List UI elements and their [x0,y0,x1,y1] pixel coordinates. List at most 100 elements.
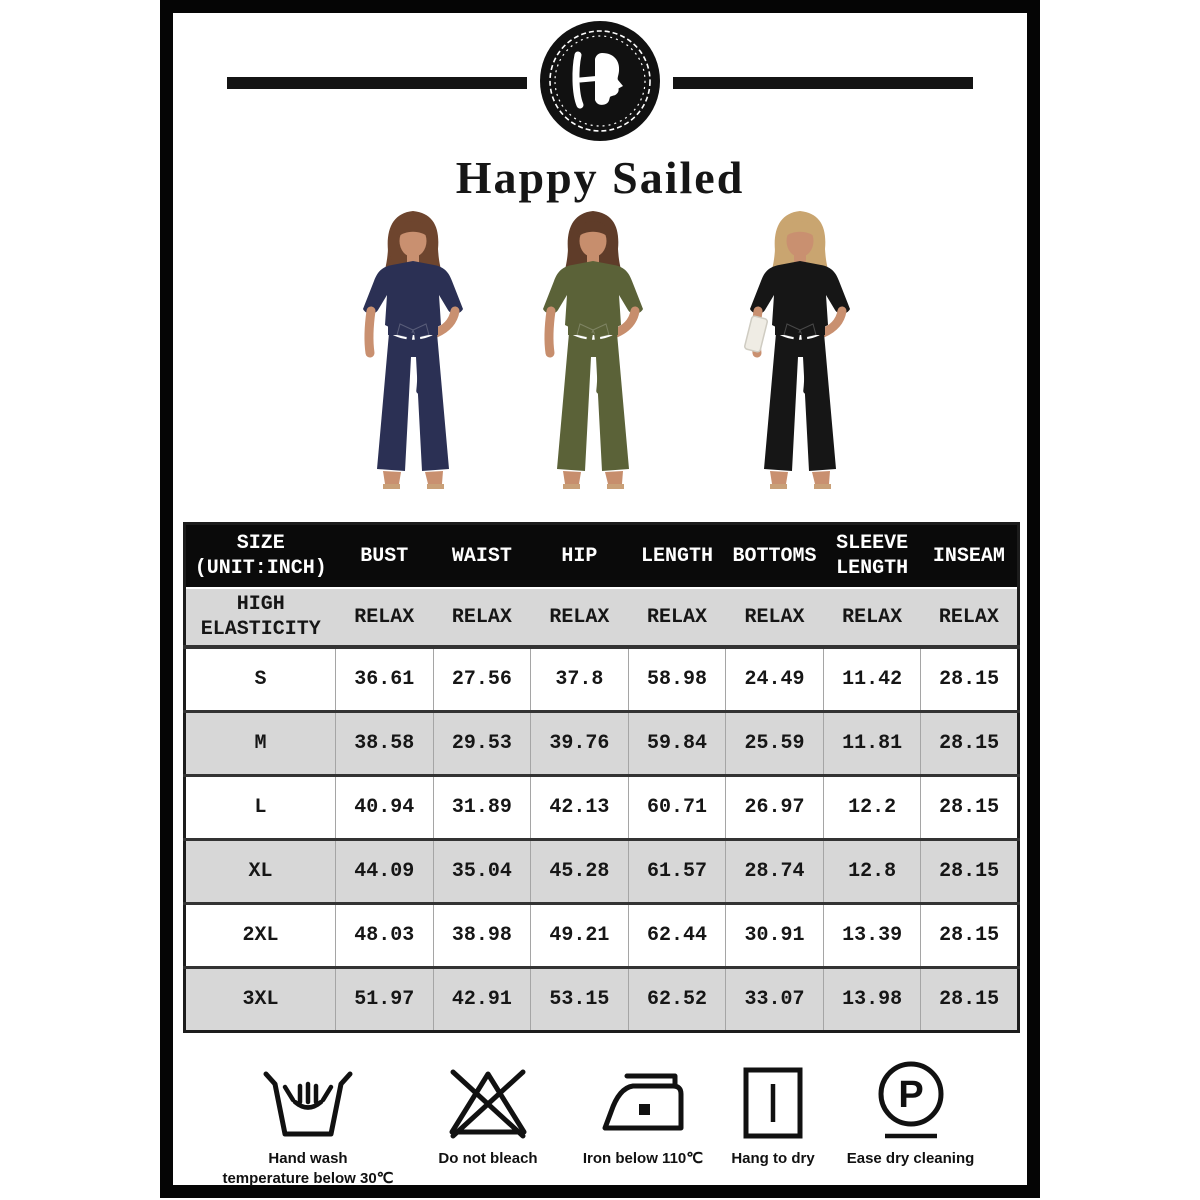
size-row-2XL: 2XL 48.03 38.98 49.21 62.44 30.91 13.39 28.15 [184,903,1019,969]
measurement-cell: 24.49 [725,647,824,713]
care-item-dry-clean: P Ease dry cleaning [818,1059,1003,1169]
measurement-cell: 39.76 [530,711,629,777]
elasticity-row: HIGH ELASTICITY RELAX RELAX RELAX RELAX RELAX… [184,588,1019,649]
column-header: INSEAM [920,523,1019,589]
do-not-bleach-icon [443,1059,533,1145]
size-label: L [184,775,336,841]
measurement-cell: 44.09 [335,839,434,905]
measurement-cell: 27.56 [433,647,532,713]
measurement-cell: 35.04 [433,839,532,905]
measurement-cell: 59.84 [628,711,727,777]
measurement-cell: 40.94 [335,775,434,841]
woman-profile-monogram-icon: H [538,19,660,141]
care-label: Do not bleach [438,1150,538,1167]
relax-cell: RELAX [335,588,434,649]
size-unit-header: SIZE (UNIT:INCH) [184,523,336,589]
size-row-S: S 36.61 27.56 37.8 58.98 24.49 11.42 28.15 [184,647,1019,713]
product-photo-jumpsuit-navy [331,205,495,495]
measurement-cell: 12.2 [823,775,922,841]
brand-logo: H [538,19,662,143]
size-chart-header: SIZE (UNIT:INCH) BUST WAIST HIP LENGTH BOTTOM… [184,523,1019,589]
care-instructions: Hand wash temperature below 30℃ Do not b… [173,1059,1027,1189]
measurement-cell: 37.8 [530,647,629,713]
care-item-iron: Iron below 110℃ [563,1059,723,1169]
logo-monogram-letter: H [538,19,550,23]
measurement-cell: 13.98 [823,967,922,1032]
iron-icon [597,1059,689,1145]
column-header: HIP [530,523,629,589]
care-item-do-not-bleach: Do not bleach [413,1059,563,1169]
measurement-cell: 28.74 [725,839,824,905]
measurement-cell: 31.89 [433,775,532,841]
measurement-cell: 12.8 [823,839,922,905]
column-header: WAIST [433,523,531,589]
care-label: Ease dry cleaning [846,1150,975,1167]
elasticity-label: HIGH ELASTICITY [184,588,336,649]
column-header: LENGTH [628,523,726,589]
measurement-cell: 26.97 [725,775,824,841]
size-label: M [184,711,336,777]
measurement-cell: 48.03 [335,903,434,969]
measurement-cell: 42.91 [433,967,532,1032]
product-photo-jumpsuit-olive [511,205,675,495]
measurement-cell: 13.39 [823,903,922,969]
measurement-cell: 60.71 [628,775,727,841]
size-row-3XL: 3XL 51.97 42.91 53.15 62.52 33.07 13.98 28.15 [184,967,1019,1032]
measurement-cell: 25.59 [725,711,824,777]
measurement-cell: 28.15 [920,839,1019,905]
size-chart-body: HIGH ELASTICITY RELAX RELAX RELAX RELAX RELAX… [184,588,1019,1032]
relax-cell: RELAX [433,588,531,649]
relax-cell: RELAX [628,588,726,649]
measurement-cell: 58.98 [628,647,727,713]
size-chart-table: SIZE (UNIT:INCH) BUST WAIST HIP LENGTH BOTTOM… [183,522,1020,1033]
size-label: S [184,647,336,713]
measurement-cell: 45.28 [530,839,629,905]
relax-cell: RELAX [530,588,629,649]
size-label: 2XL [184,903,336,969]
measurement-cell: 62.52 [628,967,727,1032]
measurement-cell: 28.15 [920,711,1019,777]
measurement-cell: 38.58 [335,711,434,777]
column-header: BOTTOMS [725,523,824,589]
measurement-cell: 49.21 [530,903,629,969]
measurement-cell: 53.15 [530,967,629,1032]
care-label: Hand wash temperature below 30℃ [222,1150,394,1187]
measurement-cell: 42.13 [530,775,629,841]
measurement-cell: 11.81 [823,711,922,777]
measurement-cell: 11.42 [823,647,922,713]
hand-wash-icon [260,1059,356,1145]
dry-clean-letter: P [898,1074,923,1116]
size-row-L: L 40.94 31.89 42.13 60.71 26.97 12.2 28.15 [184,775,1019,841]
size-label: XL [184,839,336,905]
measurement-cell: 30.91 [725,903,824,969]
measurement-cell: 28.15 [920,647,1019,713]
size-label: 3XL [184,967,336,1032]
measurement-cell: 33.07 [725,967,824,1032]
dry-clean-icon: P [871,1059,951,1145]
measurement-cell: 29.53 [433,711,532,777]
hang-to-dry-icon [738,1059,808,1145]
care-label: Iron below 110℃ [582,1150,704,1167]
relax-cell: RELAX [725,588,824,649]
brand-divider-left [227,77,527,89]
measurement-cell: 28.15 [920,903,1019,969]
measurement-cell: 38.98 [433,903,532,969]
measurement-cell: 28.15 [920,967,1019,1032]
measurement-cell: 61.57 [628,839,727,905]
brand-title: Happy Sailed [455,152,745,203]
product-photo-jumpsuit-black [718,205,882,495]
size-row-XL: XL 44.09 35.04 45.28 61.57 28.74 12.8 28.15 [184,839,1019,905]
column-header: BUST [335,523,434,589]
relax-cell: RELAX [920,588,1019,649]
photo-frame: H Happy Sailed [160,0,1040,1198]
care-item-hand-wash: Hand wash temperature below 30℃ [183,1059,433,1188]
measurement-cell: 51.97 [335,967,434,1032]
measurement-cell: 36.61 [335,647,434,713]
measurement-cell: 28.15 [920,775,1019,841]
product-photos [173,205,1027,497]
size-row-M: M 38.58 29.53 39.76 59.84 25.59 11.81 28.15 [184,711,1019,777]
column-header: SLEEVE LENGTH [823,523,921,589]
care-label: Hang to dry [731,1150,815,1167]
care-item-hang-to-dry: Hang to dry [703,1059,843,1169]
